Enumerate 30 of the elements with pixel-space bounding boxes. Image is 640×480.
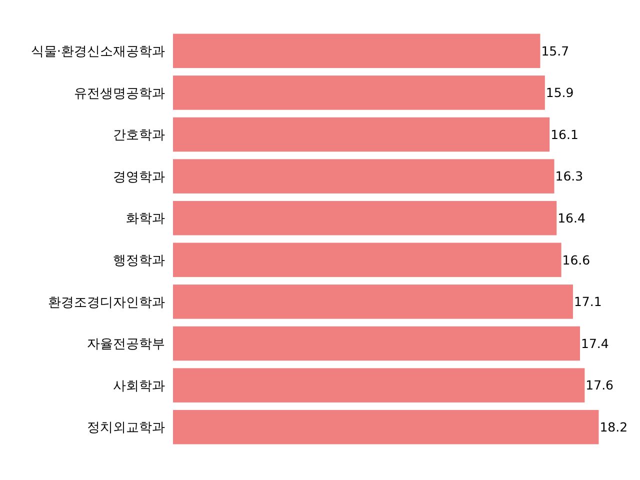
y-tick-label: 식물·환경신소재공학과 — [30, 44, 165, 60]
data-label: 18.2 — [600, 419, 628, 434]
bar — [173, 159, 554, 194]
y-tick-label: 화학과 — [126, 212, 165, 227]
bar — [173, 410, 599, 444]
data-label: 15.7 — [541, 43, 570, 58]
y-tick-label: 유전생명공학과 — [74, 86, 165, 102]
bar — [173, 242, 562, 278]
y-tick-label: 자율전공학부 — [87, 337, 165, 352]
bar — [173, 34, 540, 68]
data-label: 17.6 — [586, 378, 614, 393]
bar — [173, 200, 557, 236]
data-label: 16.6 — [562, 252, 590, 268]
y-tick-label: 정치외교학과 — [87, 420, 165, 436]
bar — [173, 326, 580, 361]
bar — [173, 284, 573, 319]
y-tick-label: 간호학과 — [113, 128, 165, 144]
data-label: 16.1 — [550, 126, 578, 142]
y-tick-label: 경영학과 — [113, 170, 165, 185]
bar — [173, 76, 545, 110]
data-label: 16.3 — [555, 168, 584, 184]
data-label: 16.4 — [558, 210, 586, 226]
bar — [173, 117, 550, 152]
bar — [173, 368, 585, 402]
y-tick-label: 행정학과 — [113, 253, 165, 268]
y-tick-label: 사회학과 — [113, 378, 165, 394]
data-label: 15.9 — [546, 85, 574, 100]
y-tick-label: 환경조경디자인학과 — [48, 295, 165, 310]
data-label: 17.1 — [574, 294, 602, 310]
data-label: 17.4 — [581, 336, 609, 351]
